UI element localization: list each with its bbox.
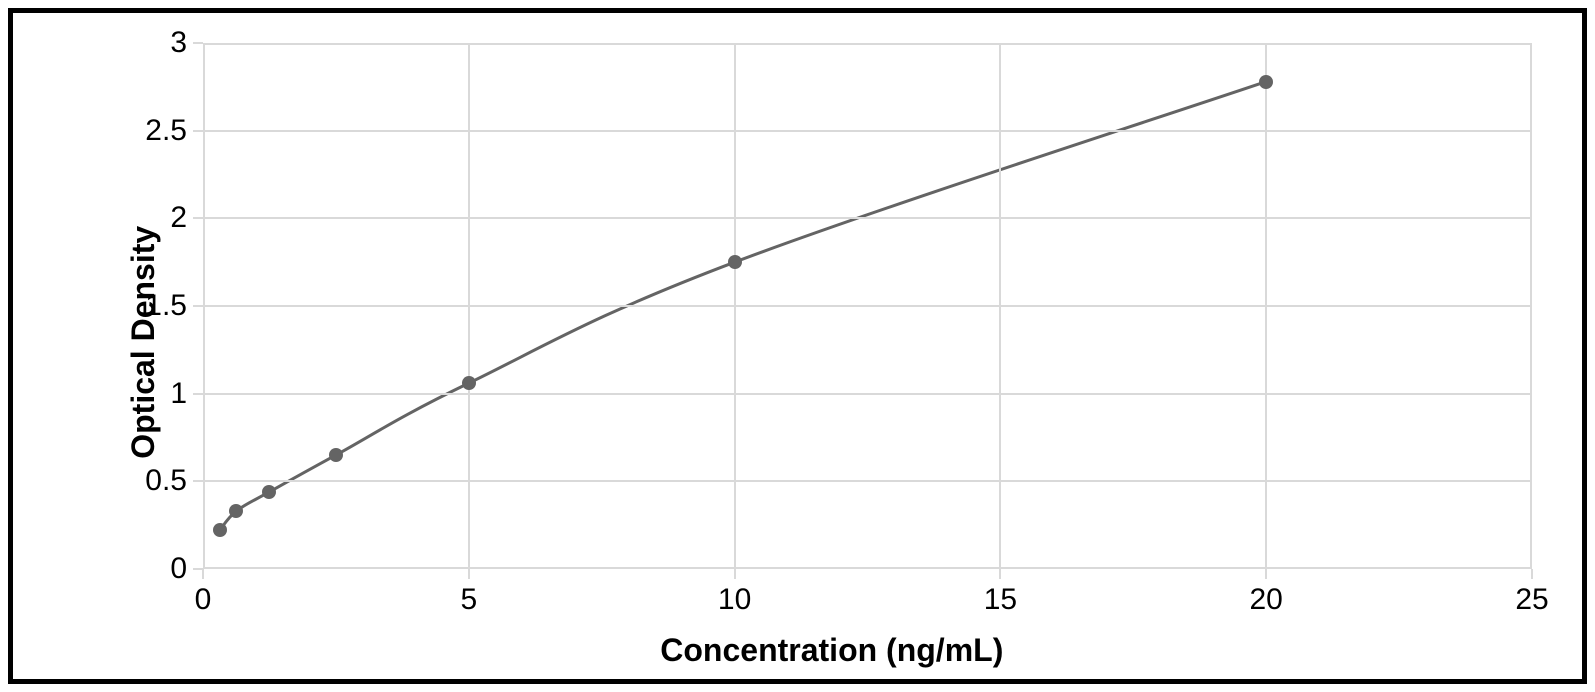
grid-hline [203,130,1532,132]
y-tick-mark [193,480,203,482]
grid-hline [203,480,1532,482]
outer-container: Optical Density Concentration (ng/mL) 05… [0,0,1595,692]
x-tick-label: 0 [195,583,212,617]
y-tick-mark [193,130,203,132]
y-tick-label: 2.5 [145,114,187,148]
data-marker [462,376,476,390]
x-tick-label: 20 [1250,583,1283,617]
grid-hline [203,305,1532,307]
chart-frame: Optical Density Concentration (ng/mL) 05… [8,8,1587,684]
y-tick-label: 0 [170,552,187,586]
data-marker [1259,75,1273,89]
data-marker [229,504,243,518]
data-marker [262,485,276,499]
plot-area: 051015202500.511.522.53 [203,43,1532,569]
x-tick-mark [734,569,736,579]
x-tick-label: 25 [1515,583,1548,617]
x-tick-mark [468,569,470,579]
y-tick-label: 2 [170,201,187,235]
y-tick-mark [193,393,203,395]
x-tick-mark [1265,569,1267,579]
x-tick-mark [1531,569,1533,579]
grid-hline [203,217,1532,219]
x-tick-label: 10 [718,583,751,617]
y-tick-label: 0.5 [145,464,187,498]
x-axis-label: Concentration (ng/mL) [660,632,1003,669]
x-tick-label: 15 [984,583,1017,617]
x-tick-label: 5 [460,583,477,617]
y-tick-label: 1.5 [145,289,187,323]
y-tick-mark [193,217,203,219]
y-tick-mark [193,42,203,44]
y-tick-mark [193,305,203,307]
data-marker [728,255,742,269]
y-tick-label: 1 [170,377,187,411]
data-marker [329,448,343,462]
grid-hline [203,393,1532,395]
data-marker [213,523,227,537]
x-tick-mark [202,569,204,579]
y-tick-mark [193,568,203,570]
y-tick-label: 3 [170,26,187,60]
y-axis-label: Optical Density [125,226,162,459]
x-tick-mark [999,569,1001,579]
